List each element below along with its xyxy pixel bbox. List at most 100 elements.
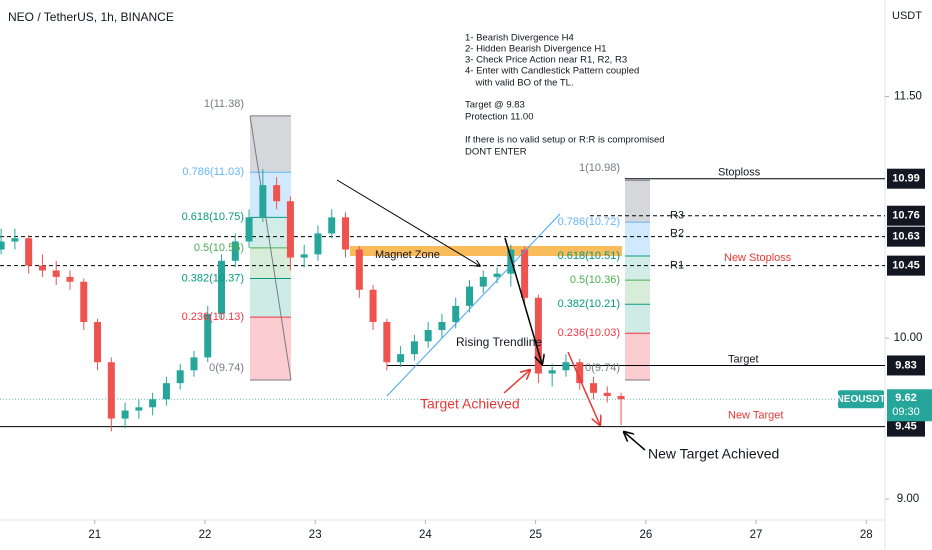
fib-label: 0.5(10.56)	[194, 242, 244, 254]
candle-body	[286, 201, 294, 258]
price-box	[887, 389, 932, 422]
candle-body	[218, 260, 226, 314]
arrow	[504, 237, 542, 364]
candle-body	[589, 383, 597, 393]
annotation: New Target Achieved	[648, 446, 779, 462]
candle-body	[466, 286, 474, 306]
symbol-box	[838, 390, 884, 409]
arrow	[624, 432, 646, 451]
fib-label: 0(9.74)	[209, 362, 244, 374]
fib-label: 0.786(10.72)	[558, 216, 620, 228]
chart-title: NEO / TetherUS, 1h, BINANCE	[8, 10, 174, 24]
candle-body	[355, 249, 363, 290]
level-box	[887, 205, 925, 226]
y-unit: USDT	[892, 10, 922, 22]
candle-body	[314, 233, 322, 255]
arrow	[503, 370, 530, 394]
x-tick-label: 21	[88, 529, 101, 541]
candle-body	[410, 341, 418, 355]
candle-body	[11, 238, 19, 242]
candle-body	[617, 396, 625, 400]
candle-body	[507, 249, 515, 274]
candle-body	[121, 410, 129, 419]
note-line: DONT ENTER	[465, 147, 527, 158]
arrow	[567, 351, 600, 425]
fib-band	[625, 333, 650, 380]
level-value: 10.99	[892, 173, 920, 185]
candle-body	[273, 185, 281, 202]
level-value: 10.45	[892, 260, 920, 272]
x-tick-label: 24	[419, 529, 432, 541]
candle-body	[25, 238, 33, 266]
annotation: Magnet Zone	[375, 249, 440, 261]
candle-body	[452, 305, 460, 322]
candle-body	[107, 362, 115, 419]
fib-band	[625, 222, 650, 256]
x-tick-label: 26	[639, 529, 652, 541]
fib-label: 0.236(10.03)	[558, 327, 620, 339]
x-tick-label: 23	[309, 529, 322, 541]
level-box	[887, 255, 925, 276]
note-line: If there is no valid setup or R:R is com…	[465, 135, 665, 146]
level-value: 10.63	[892, 231, 920, 243]
candle-body	[204, 313, 212, 358]
candle-body	[94, 321, 102, 363]
x-tick-label: 28	[860, 529, 873, 541]
fib-label: 0(9.74)	[585, 362, 620, 374]
rising-trendline	[386, 213, 561, 397]
candle-body	[342, 217, 350, 250]
note-line: 2- Hidden Bearish Divergence H1	[465, 44, 607, 55]
x-tick-label: 25	[529, 529, 542, 541]
fib-band	[250, 115, 291, 173]
candle-body	[245, 217, 253, 242]
note-line: Target @ 9.83	[465, 100, 525, 111]
candle-body	[397, 354, 405, 363]
candle-body	[548, 370, 556, 374]
candle-body	[576, 362, 584, 384]
y-tick-label: 9.00	[897, 493, 919, 505]
level-box	[887, 355, 925, 376]
fib-label: 0.5(10.36)	[570, 274, 620, 286]
candle-body	[135, 407, 143, 411]
fib-band	[250, 217, 291, 248]
level-name: New Target	[728, 410, 783, 422]
candle-body	[176, 370, 184, 384]
level-box	[887, 226, 925, 247]
fib-label: 0.618(10.51)	[558, 250, 620, 262]
fib-label: 1(10.98)	[579, 162, 620, 174]
candle-body	[479, 276, 487, 287]
y-tick-label: 11.50	[894, 91, 922, 103]
level-name: R2	[670, 228, 684, 240]
level-name: R3	[670, 210, 684, 222]
candles	[0, 169, 625, 432]
fib-band	[250, 278, 291, 318]
candle-body	[369, 289, 377, 322]
fib-band	[625, 180, 650, 223]
fib-label: 0.786(11.03)	[182, 166, 244, 178]
overlay	[336, 179, 646, 451]
candle-body	[52, 270, 60, 277]
candle-body	[231, 241, 239, 261]
candle-body	[190, 357, 198, 371]
fib-label: 0.236(10.13)	[182, 311, 244, 323]
level-name: Stoploss	[718, 167, 761, 179]
candle-body	[562, 362, 570, 371]
fib-band	[250, 247, 291, 279]
level-value: 9.45	[895, 421, 916, 433]
candle-body	[80, 281, 88, 322]
fib-label: 0.618(10.75)	[182, 211, 244, 223]
level-value: 10.76	[892, 210, 920, 222]
annotation: New Stoploss	[724, 252, 792, 264]
candle-body	[383, 321, 391, 363]
candle-body	[0, 241, 5, 250]
fib-label: 0.382(10.21)	[558, 298, 620, 310]
fib-band	[250, 317, 291, 380]
price: 9.62	[895, 392, 916, 404]
price-time: 09:30	[892, 406, 920, 418]
candle-body	[300, 254, 308, 258]
candle-body	[424, 330, 432, 342]
candle-body	[328, 217, 336, 234]
candle-body	[259, 185, 267, 218]
